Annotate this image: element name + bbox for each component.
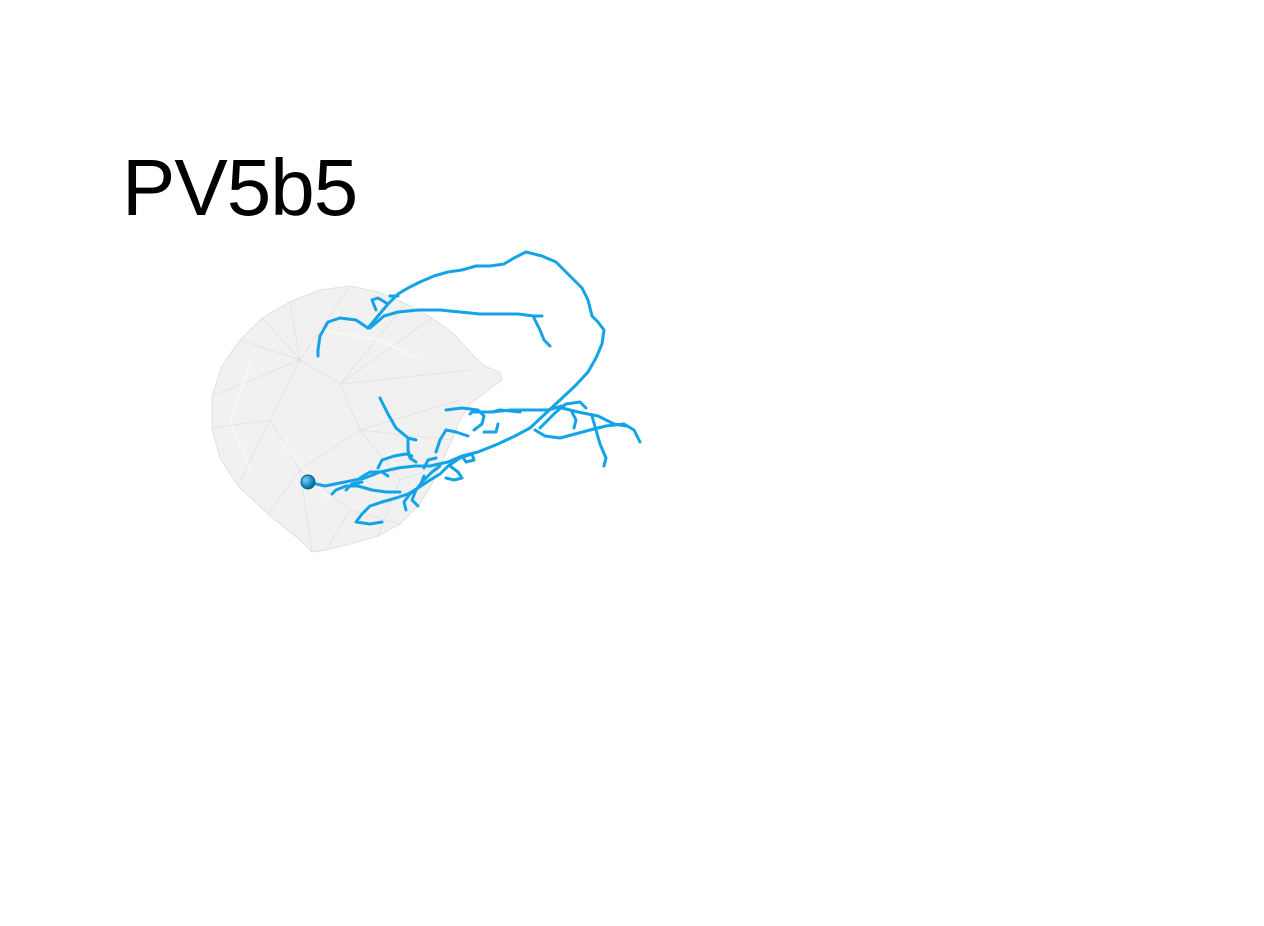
soma-marker <box>300 474 316 490</box>
neuron-skeleton <box>306 250 642 526</box>
neuron-title: PV5b5 <box>122 143 358 232</box>
neuropil-mesh <box>211 285 503 553</box>
